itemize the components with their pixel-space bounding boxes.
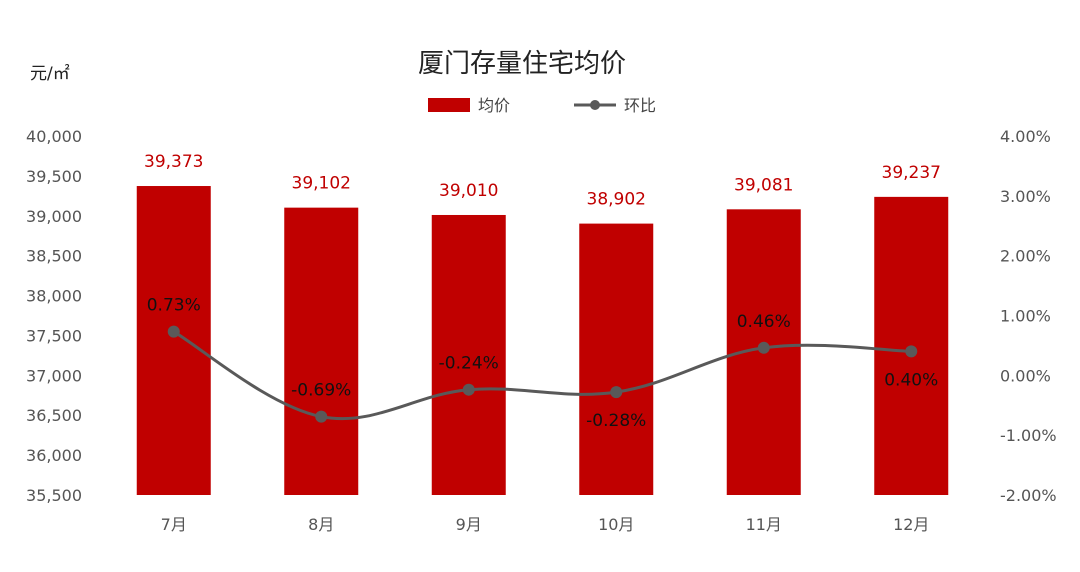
line-point	[462, 383, 475, 396]
y-axis-unit: 元/㎡	[30, 64, 70, 84]
bar-value-label: 39,373	[144, 152, 203, 172]
line-value-label: 0.46%	[737, 312, 791, 332]
bar-value-label: 38,902	[587, 190, 646, 210]
legend: 均价 环比	[428, 96, 656, 115]
bar-value-label: 39,102	[292, 174, 351, 194]
bar-value-label: 39,081	[734, 175, 793, 195]
bar	[579, 223, 654, 495]
right-axis-tick-label: 2.00%	[1000, 247, 1051, 266]
left-axis-tick-label: 36,000	[26, 446, 82, 465]
right-axis-tick-label: -1.00%	[1000, 426, 1057, 445]
legend-bar-swatch	[428, 98, 470, 112]
bar	[431, 214, 506, 496]
line-path	[173, 330, 912, 421]
bar	[136, 186, 211, 495]
legend-bar-label: 均价	[478, 96, 510, 115]
x-axis-tick-label: 8月	[308, 515, 334, 534]
legend-line-label: 环比	[624, 96, 656, 115]
right-axis-tick-label: 0.00%	[1000, 366, 1051, 385]
bar-value-label: 39,237	[882, 163, 941, 183]
bars	[136, 186, 949, 496]
x-axis-tick-label: 7月	[161, 515, 187, 534]
left-axis-tick-label: 35,500	[26, 486, 82, 505]
chart-title: 厦门存量住宅均价	[418, 49, 626, 79]
line-point	[905, 345, 918, 358]
left-axis-tick-label: 38,000	[26, 287, 82, 306]
left-axis: 35,500 36,000 36,500 37,000 37,500 38,000 38,5…	[26, 127, 82, 505]
line-value-label: -0.28%	[586, 411, 646, 431]
line-labels: 0.73% -0.69% -0.24% -0.28% 0.46% 0.40%	[147, 296, 939, 431]
line-value-label: -0.69%	[291, 381, 351, 401]
bar	[284, 207, 359, 495]
line-series	[167, 325, 918, 423]
left-axis-tick-label: 39,500	[26, 167, 82, 186]
right-axis-tick-label: 3.00%	[1000, 187, 1051, 206]
left-axis-tick-label: 40,000	[26, 127, 82, 146]
left-axis-tick-label: 37,500	[26, 326, 82, 345]
right-axis-tick-label: 4.00%	[1000, 127, 1051, 146]
line-point	[167, 325, 180, 338]
line-point	[757, 341, 770, 354]
line-point	[610, 386, 623, 399]
left-axis-tick-label: 39,000	[26, 207, 82, 226]
right-axis: -2.00% -1.00% 0.00% 1.00% 2.00% 3.00% 4.00%	[1000, 127, 1057, 505]
line-value-label: 0.40%	[884, 370, 938, 390]
bar-labels: 39,373 39,102 39,010 38,902 39,081 39,237	[144, 152, 941, 210]
right-axis-tick-label: 1.00%	[1000, 307, 1051, 326]
x-axis-tick-label: 12月	[893, 515, 929, 534]
left-axis-tick-label: 37,000	[26, 366, 82, 385]
x-axis-tick-label: 11月	[746, 515, 782, 534]
left-axis-tick-label: 36,500	[26, 406, 82, 425]
x-axis: 7月 8月 9月 10月 11月 12月	[161, 515, 930, 534]
line-point	[315, 410, 328, 423]
bar-value-label: 39,010	[439, 181, 498, 201]
left-axis-tick-label: 38,500	[26, 247, 82, 266]
legend-line-marker	[590, 100, 600, 110]
right-axis-tick-label: -2.00%	[1000, 486, 1057, 505]
x-axis-tick-label: 10月	[598, 515, 634, 534]
line-value-label: 0.73%	[147, 296, 201, 316]
line-value-label: -0.24%	[439, 354, 499, 374]
x-axis-tick-label: 9月	[456, 515, 482, 534]
